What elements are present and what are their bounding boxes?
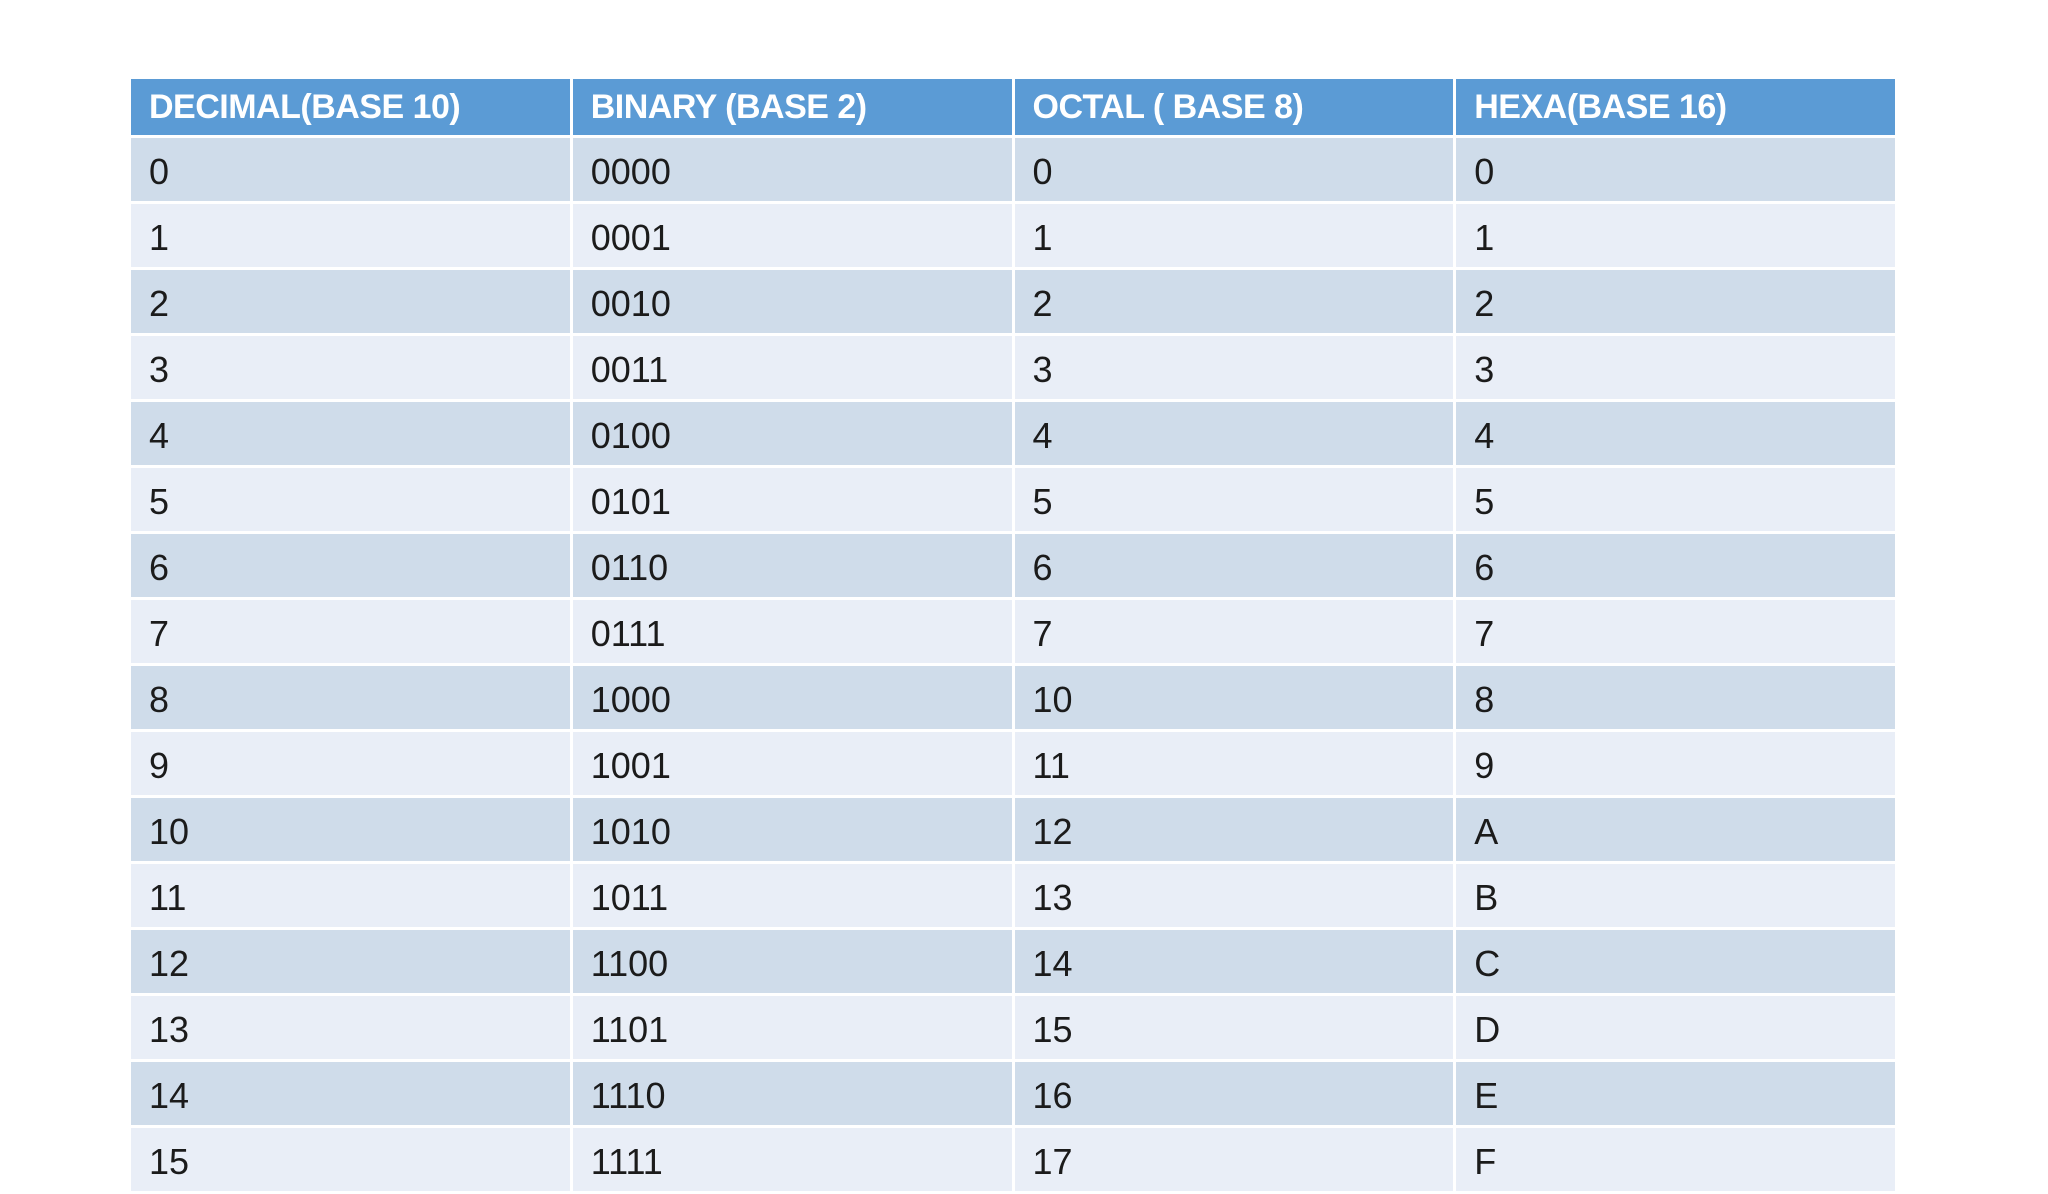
binary-cell: 1101 <box>569 993 1015 1062</box>
octal-cell: 13 <box>1011 861 1457 930</box>
hexa-cell: B <box>1453 861 1898 930</box>
octal-cell: 15 <box>1011 993 1457 1062</box>
binary-cell: 1011 <box>569 861 1015 930</box>
decimal-cell: 7 <box>128 597 573 666</box>
octal-cell: 3 <box>1011 333 1457 402</box>
binary-cell: 0000 <box>569 135 1015 204</box>
decimal-cell: 11 <box>128 861 573 930</box>
hexa-cell: 8 <box>1453 663 1898 732</box>
table-row: 14 1110 16 E <box>128 1059 1898 1128</box>
binary-cell: 0111 <box>569 597 1015 666</box>
hexa-cell: 4 <box>1453 399 1898 468</box>
octal-cell: 16 <box>1011 1059 1457 1128</box>
slide-canvas: DECIMAL(BASE 10) BINARY (BASE 2) OCTAL ( B… <box>128 76 1898 1194</box>
decimal-cell: 13 <box>128 993 573 1062</box>
octal-cell: 7 <box>1011 597 1457 666</box>
column-header-decimal: DECIMAL(BASE 10) <box>128 76 573 138</box>
binary-cell: 1000 <box>569 663 1015 732</box>
binary-cell: 1100 <box>569 927 1015 996</box>
table-row: 11 1011 13 B <box>128 861 1898 930</box>
binary-cell: 0100 <box>569 399 1015 468</box>
decimal-cell: 9 <box>128 729 573 798</box>
decimal-cell: 3 <box>128 333 573 402</box>
octal-cell: 1 <box>1011 201 1457 270</box>
octal-cell: 5 <box>1011 465 1457 534</box>
decimal-cell: 10 <box>128 795 573 864</box>
table-body: 0 0000 0 0 1 0001 1 1 2 0010 2 2 3 0011 3 3 4 0100 4 4 5 0101… <box>128 135 1898 1194</box>
binary-cell: 0011 <box>569 333 1015 402</box>
table-row: 5 0101 5 5 <box>128 465 1898 534</box>
decimal-cell: 5 <box>128 465 573 534</box>
hexa-cell: 2 <box>1453 267 1898 336</box>
column-header-octal: OCTAL ( BASE 8) <box>1011 76 1457 138</box>
decimal-cell: 8 <box>128 663 573 732</box>
table-row: 1 0001 1 1 <box>128 201 1898 270</box>
hexa-cell: C <box>1453 927 1898 996</box>
table-row: 9 1001 11 9 <box>128 729 1898 798</box>
table-row: 0 0000 0 0 <box>128 135 1898 204</box>
decimal-cell: 12 <box>128 927 573 996</box>
octal-cell: 10 <box>1011 663 1457 732</box>
binary-cell: 1111 <box>569 1125 1015 1194</box>
octal-cell: 11 <box>1011 729 1457 798</box>
octal-cell: 4 <box>1011 399 1457 468</box>
table-row: 6 0110 6 6 <box>128 531 1898 600</box>
decimal-cell: 2 <box>128 267 573 336</box>
octal-cell: 6 <box>1011 531 1457 600</box>
number-system-conversion-table: DECIMAL(BASE 10) BINARY (BASE 2) OCTAL ( B… <box>128 76 1898 1194</box>
binary-cell: 0101 <box>569 465 1015 534</box>
binary-cell: 1010 <box>569 795 1015 864</box>
table-header-row: DECIMAL(BASE 10) BINARY (BASE 2) OCTAL ( B… <box>128 76 1898 138</box>
table-header: DECIMAL(BASE 10) BINARY (BASE 2) OCTAL ( B… <box>128 76 1898 138</box>
table-row: 3 0011 3 3 <box>128 333 1898 402</box>
decimal-cell: 1 <box>128 201 573 270</box>
hexa-cell: 7 <box>1453 597 1898 666</box>
binary-cell: 0001 <box>569 201 1015 270</box>
column-header-binary: BINARY (BASE 2) <box>569 76 1015 138</box>
table-row: 12 1100 14 C <box>128 927 1898 996</box>
octal-cell: 2 <box>1011 267 1457 336</box>
decimal-cell: 15 <box>128 1125 573 1194</box>
table-row: 4 0100 4 4 <box>128 399 1898 468</box>
hexa-cell: 3 <box>1453 333 1898 402</box>
hexa-cell: 0 <box>1453 135 1898 204</box>
decimal-cell: 4 <box>128 399 573 468</box>
octal-cell: 0 <box>1011 135 1457 204</box>
decimal-cell: 0 <box>128 135 573 204</box>
column-header-hexa: HEXA(BASE 16) <box>1453 76 1898 138</box>
octal-cell: 12 <box>1011 795 1457 864</box>
decimal-cell: 6 <box>128 531 573 600</box>
table-row: 13 1101 15 D <box>128 993 1898 1062</box>
binary-cell: 1001 <box>569 729 1015 798</box>
hexa-cell: F <box>1453 1125 1898 1194</box>
decimal-cell: 14 <box>128 1059 573 1128</box>
hexa-cell: A <box>1453 795 1898 864</box>
table-row: 2 0010 2 2 <box>128 267 1898 336</box>
table-row: 15 1111 17 F <box>128 1125 1898 1194</box>
hexa-cell: 6 <box>1453 531 1898 600</box>
table-row: 8 1000 10 8 <box>128 663 1898 732</box>
binary-cell: 1110 <box>569 1059 1015 1128</box>
binary-cell: 0110 <box>569 531 1015 600</box>
hexa-cell: 1 <box>1453 201 1898 270</box>
octal-cell: 14 <box>1011 927 1457 996</box>
octal-cell: 17 <box>1011 1125 1457 1194</box>
table-row: 7 0111 7 7 <box>128 597 1898 666</box>
hexa-cell: D <box>1453 993 1898 1062</box>
hexa-cell: E <box>1453 1059 1898 1128</box>
hexa-cell: 9 <box>1453 729 1898 798</box>
binary-cell: 0010 <box>569 267 1015 336</box>
hexa-cell: 5 <box>1453 465 1898 534</box>
